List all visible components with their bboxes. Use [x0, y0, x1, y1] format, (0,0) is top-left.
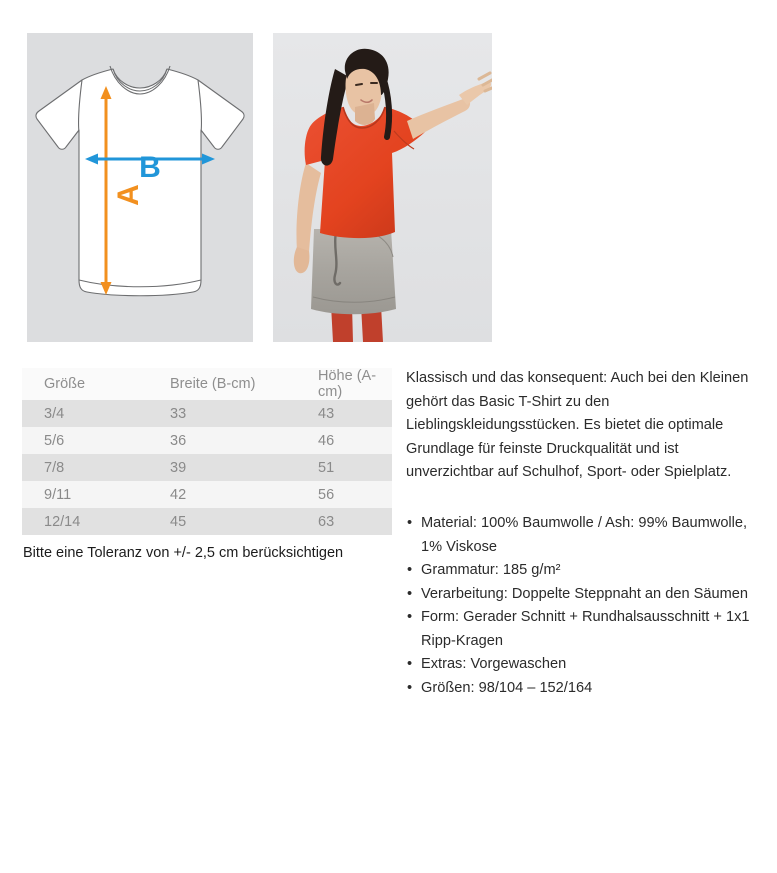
shirt-neckline	[342, 106, 386, 129]
product-description: Klassisch und das konsequent: Auch bei d…	[406, 370, 749, 480]
size-table-body: 3/4 33 43 5/6 36 46 7/8 39 51 9/11 42 56…	[22, 400, 392, 535]
list-item: Größen: 98/104 – 152/164	[406, 677, 758, 701]
cell-height: 43	[318, 405, 335, 422]
cell-width: 42	[170, 486, 187, 503]
cell-width: 39	[170, 459, 187, 476]
table-row: 3/4 33 43	[22, 400, 392, 427]
table-header-row: Größe Breite (B-cm) Höhe (A-cm)	[22, 368, 392, 400]
measurement-b-label: B	[139, 151, 161, 184]
list-item: Verarbeitung: Doppelte Steppnaht an den …	[406, 583, 758, 607]
model-eyes	[355, 82, 378, 86]
cell-size: 5/6	[44, 432, 65, 449]
tshirt-right-sleeve-seam	[197, 79, 202, 134]
table-row: 9/11 42 56	[22, 481, 392, 508]
model-right-hand	[459, 82, 492, 105]
cell-height: 56	[318, 486, 335, 503]
list-item: Extras: Vorgewaschen	[406, 653, 758, 677]
tolerance-note: Bitte eine Toleranz von +/- 2,5 cm berüc…	[23, 545, 344, 561]
model-photo	[273, 33, 492, 342]
cell-size: 12/14	[44, 513, 81, 530]
tshirt-left-sleeve-seam	[78, 79, 83, 134]
column-header-height: Höhe (A-cm)	[318, 368, 377, 400]
table-row: 12/14 45 63	[22, 508, 392, 535]
cell-height: 51	[318, 459, 335, 476]
tshirt-hem	[78, 279, 202, 288]
model-skirt	[311, 229, 396, 315]
model-photo-panel	[273, 33, 492, 342]
product-spec-list: Material: 100% Baumwolle / Ash: 99% Baum…	[406, 512, 758, 700]
column-header-size: Größe	[44, 376, 86, 392]
size-table: Größe Breite (B-cm) Höhe (A-cm) 3/4 33 4…	[22, 368, 392, 535]
measurement-a-label: A	[112, 184, 145, 206]
model-hair-strand	[380, 74, 393, 140]
skirt-drawstring	[333, 230, 342, 286]
table-row: 7/8 39 51	[22, 454, 392, 481]
model-left-hand	[293, 247, 310, 274]
tshirt-collar-outer-icon	[109, 65, 171, 95]
list-item: Material: 100% Baumwolle / Ash: 99% Baum…	[406, 512, 758, 559]
size-diagram-panel: A B	[27, 33, 253, 342]
shirt-sleeve-fold	[393, 130, 415, 150]
cell-size: 7/8	[44, 459, 65, 476]
tshirt-collar-icon	[112, 68, 168, 92]
cell-width: 33	[170, 405, 187, 422]
list-item: Grammatur: 185 g/m²	[406, 559, 758, 583]
cell-size: 3/4	[44, 405, 65, 422]
model-left-arm	[296, 163, 321, 260]
cell-size: 9/11	[44, 486, 72, 503]
model-right-arm	[407, 98, 471, 139]
model-hair-front	[344, 48, 389, 95]
model-fingers	[477, 71, 492, 93]
cell-height: 46	[318, 432, 335, 449]
tshirt-diagram: A B	[35, 65, 245, 297]
model-hair-back	[320, 69, 349, 166]
measurement-b-arrow	[85, 153, 215, 165]
measurement-a-arrow	[100, 86, 112, 295]
list-item: Form: Gerader Schnitt + Rundhalsausschni…	[406, 606, 758, 653]
cell-width: 45	[170, 513, 187, 530]
skirt-hem-stitch	[312, 296, 396, 303]
model-tights	[331, 305, 383, 342]
column-header-width: Breite (B-cm)	[170, 376, 256, 392]
size-table-head: Größe Breite (B-cm) Höhe (A-cm)	[22, 368, 392, 400]
model-mouth	[360, 99, 373, 104]
tshirt-outline	[35, 68, 245, 297]
model-neck	[355, 103, 375, 125]
cell-height: 63	[318, 513, 335, 530]
cell-width: 36	[170, 432, 187, 449]
table-row: 5/6 36 46	[22, 427, 392, 454]
